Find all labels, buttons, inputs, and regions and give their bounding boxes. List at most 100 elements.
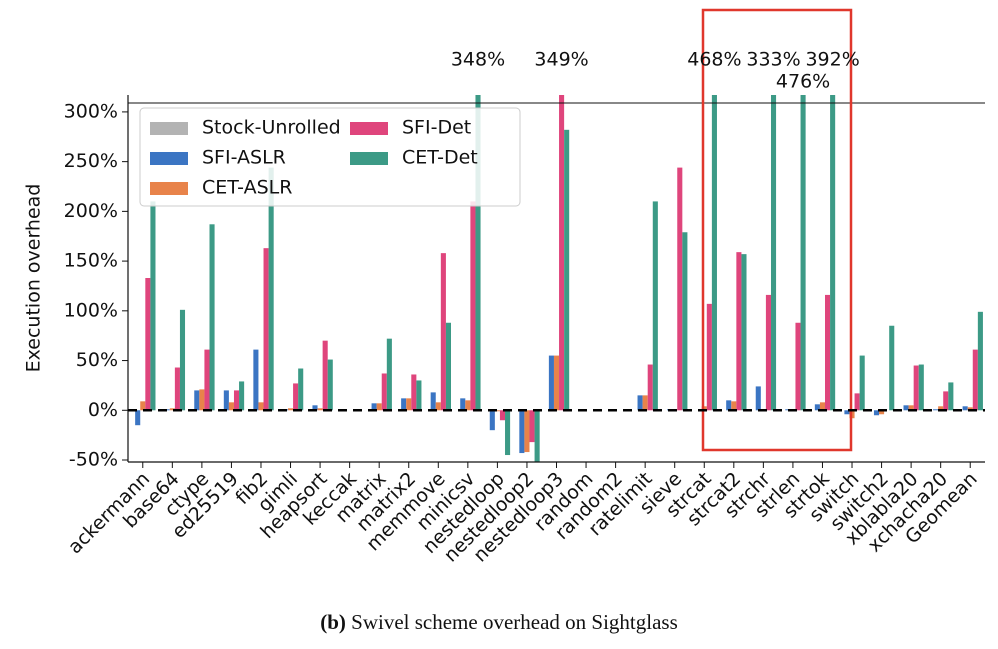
bar: [268, 167, 274, 411]
highlight-box: [701, 8, 853, 452]
bar: [553, 355, 560, 411]
y-tick-label: 250%: [64, 150, 118, 172]
bar: [889, 325, 895, 411]
bar: [682, 232, 688, 411]
bar: [770, 95, 777, 411]
bar: [908, 405, 914, 411]
bar: [258, 402, 264, 411]
bar: [938, 406, 944, 411]
bar: [164, 409, 170, 411]
bar: [736, 252, 742, 411]
bar: [948, 382, 954, 411]
legend-label: SFI-ASLR: [202, 147, 286, 169]
bar: [519, 410, 525, 454]
legend-swatch: [150, 122, 188, 135]
legend-swatch: [150, 182, 188, 195]
caption-label: (b): [320, 610, 346, 634]
y-tick-label: 100%: [64, 299, 118, 321]
bar: [647, 364, 653, 411]
bar: [322, 340, 328, 411]
y-tick-label: 200%: [64, 200, 118, 222]
bar: [465, 400, 471, 411]
bar: [440, 253, 446, 411]
value-label: 349%: [534, 49, 588, 71]
bar: [642, 395, 648, 411]
legend-label: SFI-Det: [402, 117, 471, 139]
bar: [711, 95, 717, 411]
legend-swatch: [350, 152, 388, 165]
value-label: 476%: [776, 71, 830, 93]
bars: [135, 95, 983, 462]
bar: [169, 408, 175, 411]
bar: [534, 410, 540, 462]
bar: [559, 95, 565, 411]
bar: [830, 95, 836, 411]
bar: [445, 322, 452, 411]
bar: [962, 406, 968, 411]
legend-swatch: [350, 122, 388, 135]
bar: [967, 407, 973, 411]
bar: [416, 380, 422, 411]
bar: [179, 309, 186, 411]
bar: [150, 201, 156, 411]
bar: [854, 393, 860, 411]
bar: [564, 129, 570, 411]
bar: [401, 398, 407, 411]
bar: [548, 355, 554, 411]
bar: [765, 294, 771, 411]
bar: [327, 359, 333, 411]
bar: [918, 364, 924, 411]
value-label: 348%: [451, 49, 505, 71]
bar: [381, 373, 387, 411]
caption: (b) Swivel scheme overhead on Sightglass: [320, 610, 678, 634]
bar: [239, 381, 245, 411]
bar: [233, 390, 240, 411]
bar: [228, 402, 234, 411]
bar: [312, 405, 318, 411]
bar: [293, 383, 299, 411]
value-label: 392%: [805, 49, 859, 71]
bar: [263, 248, 269, 411]
legend-label: CET-ASLR: [202, 177, 292, 199]
bar: [204, 349, 210, 411]
bar: [406, 398, 412, 411]
y-tick-label: 150%: [64, 250, 118, 272]
caption-text: Swivel scheme overhead on Sightglass: [351, 610, 678, 634]
bar: [741, 254, 747, 411]
bar: [731, 401, 737, 411]
bar: [529, 410, 535, 443]
bar: [726, 400, 732, 411]
y-axis-label: Execution overhead: [23, 184, 45, 373]
bar: [800, 95, 806, 411]
value-label: 468%: [687, 49, 741, 71]
bar: [943, 391, 949, 411]
bar: [371, 403, 377, 411]
bar: [652, 201, 658, 411]
bar: [253, 349, 259, 411]
bar: [677, 167, 683, 411]
bar: [505, 410, 511, 456]
bar: [287, 408, 294, 411]
bar: [972, 349, 978, 411]
bar: [879, 410, 885, 415]
bar: [194, 390, 200, 411]
bar: [701, 406, 707, 411]
bar: [411, 374, 417, 411]
bar: [199, 389, 205, 411]
y-tick-label: 0%: [88, 399, 118, 421]
bar: [913, 365, 919, 411]
bar: [489, 410, 495, 431]
bar: [977, 311, 983, 411]
bar: [814, 404, 820, 411]
bar: [524, 410, 530, 453]
legend-box: [139, 107, 521, 207]
bar: [825, 294, 831, 411]
bar: [755, 386, 761, 411]
y-tick-label: 300%: [64, 100, 118, 122]
value-label: 333%: [746, 49, 800, 71]
bar: [819, 402, 826, 411]
bar: [298, 368, 304, 411]
bar: [135, 410, 141, 426]
